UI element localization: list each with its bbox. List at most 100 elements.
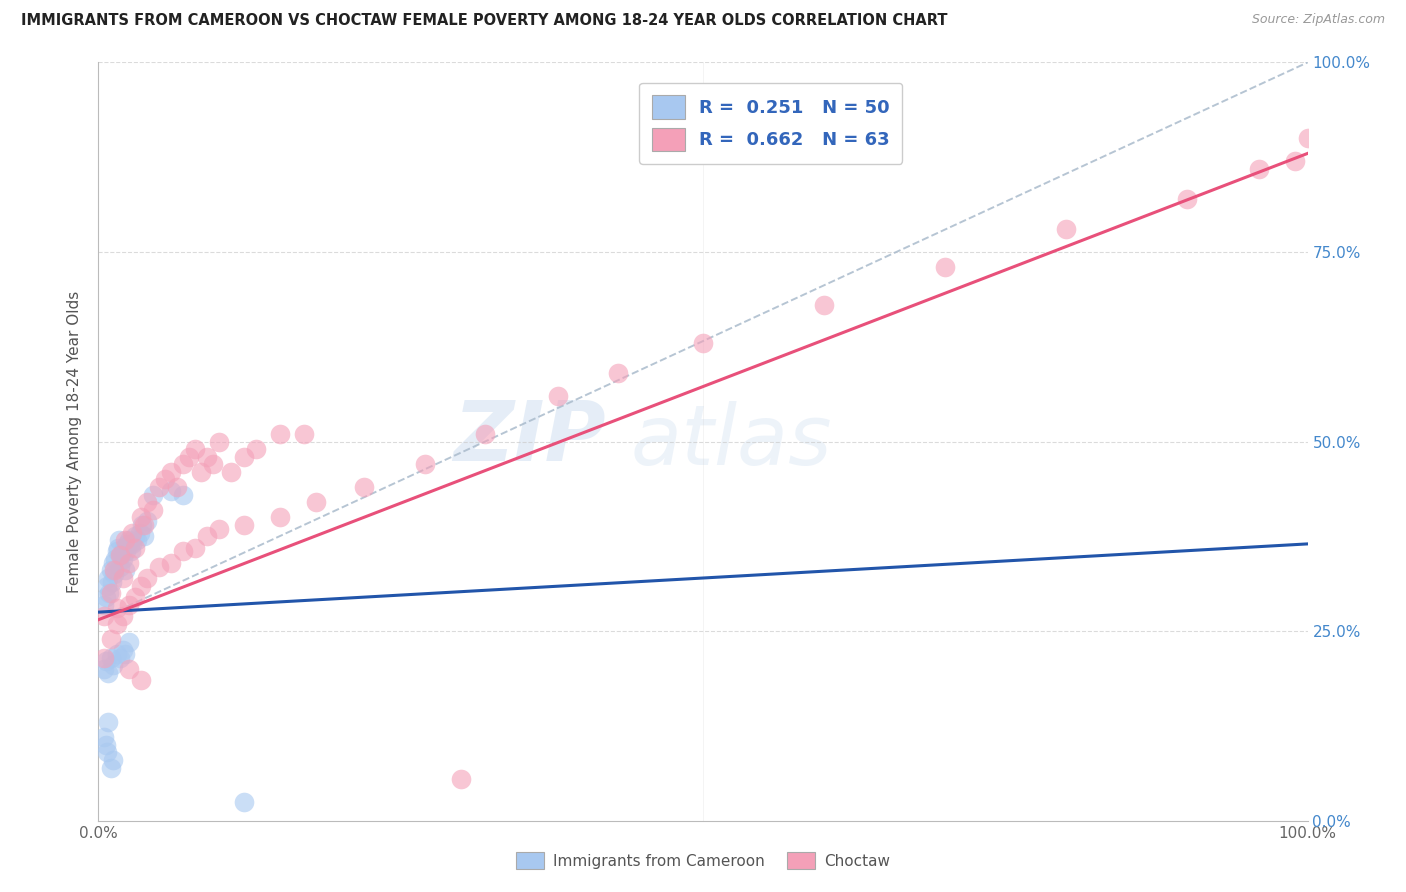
Point: [232, 795, 254, 809]
Point: [112, 541, 135, 555]
Point: [202, 458, 225, 472]
Point: [269, 427, 291, 442]
Point: [110, 548, 132, 563]
Point: [108, 533, 131, 548]
Point: [292, 427, 315, 442]
Point: [474, 427, 496, 442]
Point: [160, 556, 183, 570]
Point: [100, 650, 122, 665]
Point: [692, 335, 714, 350]
Point: [98, 586, 121, 600]
Point: [105, 601, 128, 615]
Point: [114, 564, 136, 578]
Point: [124, 529, 146, 543]
Point: [94, 738, 117, 752]
Point: [118, 662, 141, 676]
Point: [1296, 131, 1319, 145]
Point: [172, 544, 194, 558]
Point: [135, 514, 157, 528]
Point: [129, 673, 152, 688]
Point: [105, 544, 128, 558]
Point: [153, 473, 176, 487]
Point: [108, 548, 131, 563]
Legend: R =  0.251   N = 50, R =  0.662   N = 63: R = 0.251 N = 50, R = 0.662 N = 63: [640, 83, 903, 163]
Point: [93, 650, 115, 665]
Point: [179, 450, 201, 464]
Point: [1054, 222, 1077, 236]
Point: [96, 746, 118, 760]
Point: [96, 579, 118, 593]
Point: [450, 772, 472, 786]
Point: [105, 616, 128, 631]
Point: [135, 571, 157, 585]
Point: [97, 715, 120, 730]
Point: [118, 556, 141, 570]
Text: IMMIGRANTS FROM CAMEROON VS CHOCTAW FEMALE POVERTY AMONG 18-24 YEAR OLDS CORRELA: IMMIGRANTS FROM CAMEROON VS CHOCTAW FEMA…: [21, 13, 948, 29]
Point: [184, 442, 207, 457]
Point: [245, 442, 267, 457]
Point: [105, 647, 128, 661]
Point: [1175, 192, 1198, 206]
Point: [115, 544, 138, 558]
Point: [97, 665, 120, 680]
Legend: Immigrants from Cameroon, Choctaw: Immigrants from Cameroon, Choctaw: [510, 846, 896, 875]
Point: [232, 450, 254, 464]
Point: [101, 753, 124, 767]
Point: [118, 598, 141, 612]
Point: [103, 564, 125, 578]
Point: [121, 525, 143, 540]
Point: [547, 389, 569, 403]
Point: [269, 510, 291, 524]
Point: [93, 730, 115, 744]
Point: [160, 465, 183, 479]
Point: [413, 458, 436, 472]
Point: [97, 571, 120, 585]
Point: [100, 574, 122, 589]
Point: [108, 650, 131, 665]
Point: [93, 662, 115, 676]
Point: [101, 556, 124, 570]
Point: [1249, 161, 1271, 176]
Point: [135, 495, 157, 509]
Y-axis label: Female Poverty Among 18-24 Year Olds: Female Poverty Among 18-24 Year Olds: [67, 291, 83, 592]
Point: [134, 529, 156, 543]
Point: [100, 564, 122, 578]
Point: [114, 647, 136, 661]
Point: [148, 480, 170, 494]
Point: [148, 559, 170, 574]
Point: [305, 495, 328, 509]
Point: [114, 533, 136, 548]
Point: [108, 559, 131, 574]
Point: [131, 517, 153, 532]
Point: [104, 552, 127, 566]
Point: [117, 537, 139, 551]
Point: [142, 503, 165, 517]
Point: [208, 434, 231, 449]
Point: [172, 458, 194, 472]
Point: [172, 487, 194, 501]
Point: [353, 480, 375, 494]
Point: [103, 567, 125, 582]
Point: [101, 658, 124, 673]
Point: [93, 608, 115, 623]
Point: [120, 544, 142, 558]
Text: Source: ZipAtlas.com: Source: ZipAtlas.com: [1251, 13, 1385, 27]
Point: [129, 510, 152, 524]
Point: [127, 533, 149, 548]
Point: [107, 541, 129, 555]
Point: [111, 608, 134, 623]
Point: [813, 298, 835, 312]
Point: [128, 525, 150, 540]
Point: [121, 537, 143, 551]
Point: [232, 517, 254, 532]
Point: [118, 635, 141, 649]
Point: [134, 517, 156, 532]
Point: [1284, 153, 1306, 168]
Point: [111, 552, 134, 566]
Point: [129, 579, 152, 593]
Point: [124, 541, 146, 555]
Point: [118, 537, 141, 551]
Point: [94, 655, 117, 669]
Point: [208, 522, 231, 536]
Text: atlas: atlas: [630, 401, 832, 482]
